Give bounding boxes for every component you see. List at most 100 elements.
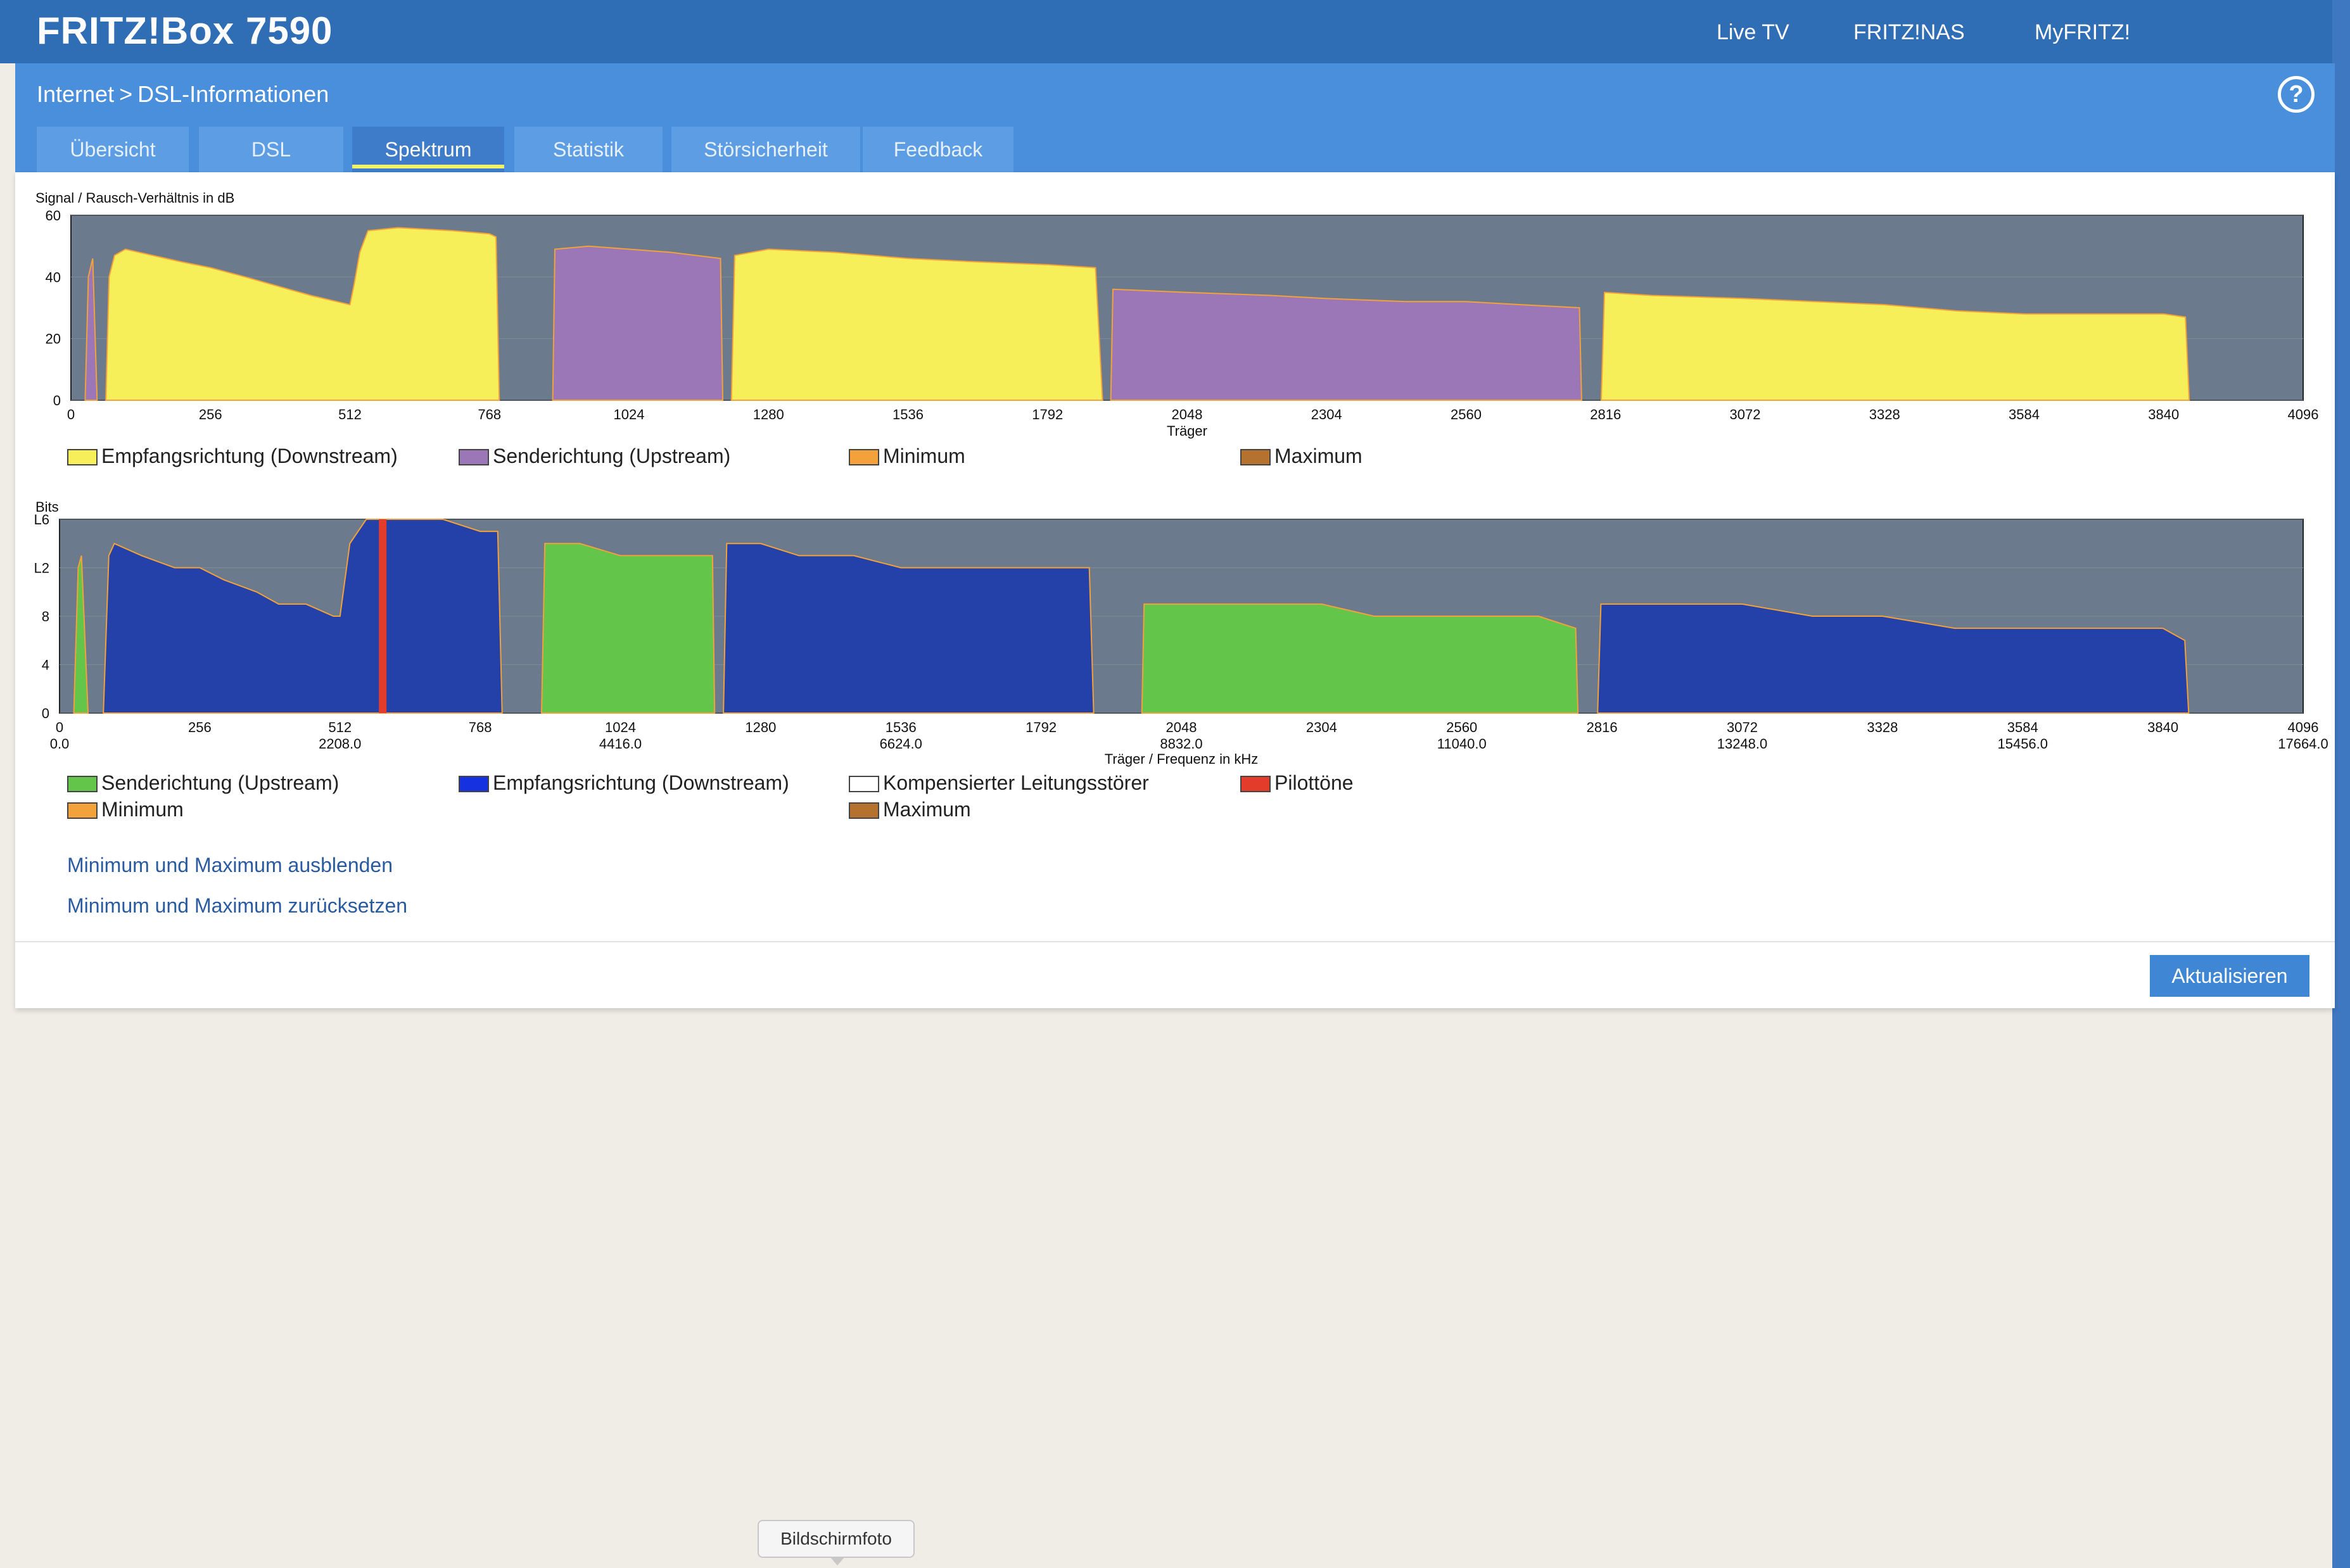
legend-snr-minimum: Minimum: [849, 445, 965, 468]
legend-swatch: [67, 776, 98, 792]
x-tick-label: 256: [199, 407, 222, 422]
series-area-0-1: [730, 248, 1103, 401]
x-tick-label: 3840: [2148, 407, 2179, 422]
pilot-tone-0: [379, 519, 387, 713]
y-tick-label: 60: [46, 210, 61, 224]
series-area-1-0: [103, 519, 503, 714]
legend-swatch: [1240, 449, 1271, 465]
x-tick-freq-label: 6624.0: [880, 736, 922, 752]
x-tick-label: 0: [67, 407, 75, 422]
x-tick-label: 2048: [1172, 407, 1203, 422]
series-area-0-0: [73, 555, 89, 714]
y-tick-label: 40: [46, 269, 61, 285]
legend-bits-maximum: Maximum: [849, 798, 971, 821]
snr-chart-title: Signal / Rausch-Verhältnis in dB: [35, 190, 235, 206]
x-tick-label: 2304: [1311, 407, 1342, 422]
nav-myfritz[interactable]: MyFRITZ!: [2035, 20, 2131, 44]
x-tick-freq-label: 0.0: [50, 736, 70, 752]
x-tick-label: 3328: [1869, 407, 1900, 422]
legend-bits-pilot: Pilottöne: [1240, 771, 1354, 795]
screenshot-tooltip: Bildschirmfoto: [758, 1520, 915, 1565]
series-area-1-2: [1597, 603, 2190, 714]
legend-swatch: [459, 776, 489, 792]
tab-dsl[interactable]: DSL: [199, 127, 343, 172]
x-tick-label: 0: [56, 719, 63, 735]
x-tick-label: 3072: [1727, 719, 1758, 735]
breadcrumb-separator: >: [119, 81, 133, 107]
refresh-button[interactable]: Aktualisieren: [2150, 955, 2309, 997]
x-tick-label: 512: [328, 719, 352, 735]
breadcrumb-current: DSL-Informationen: [137, 81, 329, 107]
x-tick-label: 4096: [2288, 407, 2319, 422]
series-area-0-2: [1141, 603, 1579, 714]
nav-fritz-nas[interactable]: FRITZ!NAS: [1853, 20, 1965, 44]
x-tick-label: 3584: [2007, 719, 2038, 735]
tab-statistik[interactable]: Statistik: [514, 127, 663, 172]
legend-swatch: [67, 802, 98, 819]
bits-chart-title: Bits: [35, 499, 59, 515]
x-axis-label: Träger: [1167, 423, 1207, 439]
x-tick-freq-label: 4416.0: [599, 736, 642, 752]
legend-snr-upstream: Senderichtung (Upstream): [459, 445, 730, 468]
x-tick-label: 3072: [1730, 407, 1761, 422]
legend-swatch: [849, 776, 879, 792]
question-circle-icon[interactable]: ?: [2278, 76, 2315, 113]
breadcrumb-internet[interactable]: Internet: [37, 81, 115, 107]
tab-stoersicherheit[interactable]: Störsicherheit: [671, 127, 860, 172]
legend-snr-maximum: Maximum: [1240, 445, 1362, 468]
y-tick-label: 0: [42, 705, 49, 721]
x-tick-label: 2560: [1451, 407, 1482, 422]
series-area-0-2: [1600, 291, 2190, 401]
series-area-1-1: [552, 245, 724, 401]
series-area-1-2: [1110, 288, 1582, 401]
x-tick-label: 1536: [886, 719, 917, 735]
x-tick-freq-label: 2208.0: [319, 736, 361, 752]
series-area-0-0: [105, 227, 500, 401]
breadcrumb: Internet > DSL-Informationen: [37, 81, 329, 108]
legend-swatch: [849, 802, 879, 819]
series-area-1-1: [723, 543, 1095, 714]
x-tick-label: 2816: [1587, 719, 1618, 735]
x-tick-label: 1792: [1032, 407, 1063, 422]
legend-snr-downstream: Empfangsrichtung (Downstream): [67, 445, 398, 468]
legend-swatch: [1240, 776, 1271, 792]
x-tick-freq-label: 13248.0: [1717, 736, 1768, 752]
reset-minmax-link[interactable]: Minimum und Maximum zurücksetzen: [67, 894, 408, 917]
breadcrumb-bar: Internet > DSL-Informationen ? Übersicht D…: [15, 63, 2335, 172]
y-tick-label: L2: [34, 560, 49, 576]
divider: [15, 941, 2335, 942]
x-tick-label: 768: [478, 407, 501, 422]
legend-bits-upstream: Senderichtung (Upstream): [67, 771, 339, 795]
x-tick-label: 4096: [2288, 719, 2319, 735]
legend-bits-downstream: Empfangsrichtung (Downstream): [459, 771, 789, 795]
x-tick-label: 1024: [614, 407, 645, 422]
x-tick-label: 1280: [753, 407, 784, 422]
x-tick-freq-label: 11040.0: [1437, 736, 1487, 752]
tab-spektrum[interactable]: Spektrum: [352, 127, 504, 172]
x-tick-label: 512: [338, 407, 362, 422]
tab-feedback[interactable]: Feedback: [863, 127, 1013, 172]
x-tick-label: 768: [469, 719, 492, 735]
x-tick-label: 3328: [1867, 719, 1898, 735]
window-scrollbar[interactable]: [2332, 0, 2350, 1568]
content-panel: Signal / Rausch-Verhältnis in dB 0 20 40 60…: [15, 172, 2335, 1008]
x-tick-label: 3584: [2009, 407, 2040, 422]
legend-bits-minimum: Minimum: [67, 798, 184, 821]
tab-uebersicht[interactable]: Übersicht: [37, 127, 189, 172]
series-area-1-0: [84, 258, 98, 401]
hide-minmax-link[interactable]: Minimum und Maximum ausblenden: [67, 854, 393, 876]
top-bar: FRITZ!Box 7590 Live TV FRITZ!NAS MyFRITZ…: [0, 0, 2350, 63]
y-tick-label: 20: [46, 331, 61, 347]
legend-swatch: [849, 449, 879, 465]
x-tick-label: 1024: [605, 719, 636, 735]
y-tick-label: 4: [42, 657, 49, 673]
x-tick-label: 2304: [1306, 719, 1337, 735]
x-tick-label: 1792: [1026, 719, 1057, 735]
snr-chart: 0 20 40 60 0 256 512 768 1024 1280 1536 1792 2048 230…: [46, 210, 2319, 439]
x-tick-label: 2560: [1446, 719, 1477, 735]
brand-title: FRITZ!Box 7590: [37, 9, 333, 52]
x-tick-label: 256: [188, 719, 212, 735]
series-area-0-1: [540, 543, 716, 714]
nav-live-tv[interactable]: Live TV: [1717, 20, 1789, 44]
